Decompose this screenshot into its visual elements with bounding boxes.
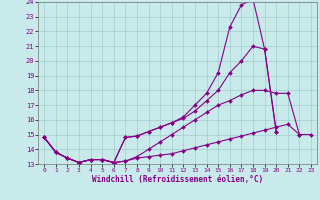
X-axis label: Windchill (Refroidissement éolien,°C): Windchill (Refroidissement éolien,°C): [92, 175, 263, 184]
